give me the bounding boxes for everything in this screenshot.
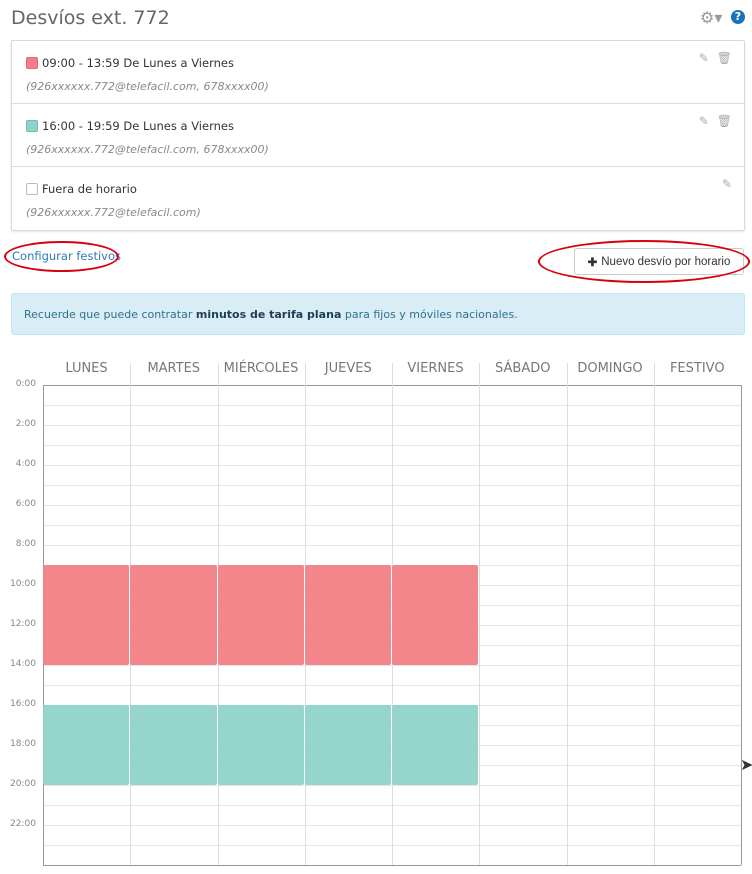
weekly-calendar: LUNES MARTES MIÉRCOLES JUEVES VIERNES SÁBADO D… — [0, 355, 752, 874]
day-header-0: LUNES — [65, 361, 108, 376]
schedule-block[interactable] — [217, 705, 304, 785]
day-divider — [653, 363, 655, 865]
hour-label: 6:00 — [15, 499, 36, 509]
schedule-block[interactable] — [43, 565, 130, 665]
schedule-block[interactable] — [217, 565, 304, 665]
color-swatch — [26, 57, 38, 69]
schedule-block[interactable] — [304, 565, 391, 665]
alert-bold[interactable]: minutos de tarifa plana — [195, 308, 342, 321]
hour-label: 12:00 — [10, 619, 36, 629]
trash-icon[interactable]: 🗑 — [716, 114, 732, 128]
rule-item: 16:00 - 19:59 De Lunes a Viernes (926xxx… — [12, 104, 744, 167]
rule-label: 09:00 - 13:59 De Lunes a Viernes — [42, 56, 234, 70]
trash-icon[interactable]: 🗑 — [716, 51, 732, 65]
page-title: Desvíos ext. 772 — [11, 7, 170, 29]
rule-item: Fuera de horario (926xxxxxx.772@telefaci… — [12, 167, 744, 230]
hour-label: 4:00 — [15, 459, 36, 469]
day-divider — [479, 363, 481, 865]
schedule-block[interactable] — [304, 705, 391, 785]
schedule-block[interactable] — [392, 705, 479, 785]
hour-label: 16:00 — [10, 699, 36, 709]
day-header-4: VIERNES — [407, 361, 464, 376]
day-header-2: MIÉRCOLES — [223, 361, 299, 376]
rule-label: Fuera de horario — [42, 182, 137, 196]
annotation-circle — [4, 241, 119, 272]
mouse-cursor-icon: ➤ — [740, 755, 752, 774]
day-header-5: SÁBADO — [495, 361, 551, 376]
hour-label: 20:00 — [10, 779, 36, 789]
hour-line — [43, 865, 741, 866]
alert-text: Recuerde que puede contratar — [24, 308, 196, 321]
rule-label: 16:00 - 19:59 De Lunes a Viernes — [42, 119, 234, 133]
schedule-block[interactable] — [130, 565, 217, 665]
hour-label: 18:00 — [10, 739, 36, 749]
day-divider — [741, 385, 742, 865]
day-header-3: JUEVES — [324, 361, 372, 376]
rule-destinations: (926xxxxxx.772@telefacil.com, 678xxxx00) — [26, 80, 269, 93]
rules-list: 09:00 - 13:59 De Lunes a Viernes (926xxx… — [11, 40, 745, 231]
schedule-block[interactable] — [43, 705, 130, 785]
info-alert: Recuerde que puede contratar minutos de … — [11, 293, 745, 335]
day-header-6: DOMINGO — [577, 361, 643, 376]
schedule-block[interactable] — [130, 705, 217, 785]
rule-destinations: (926xxxxxx.772@telefacil.com) — [26, 206, 201, 219]
annotation-circle — [538, 240, 750, 283]
hour-label: 10:00 — [10, 579, 36, 589]
day-divider — [566, 363, 568, 865]
rule-item: 09:00 - 13:59 De Lunes a Viernes (926xxx… — [12, 41, 744, 104]
help-icon[interactable]: ? — [731, 10, 745, 24]
color-swatch — [26, 183, 38, 195]
hour-label: 22:00 — [10, 819, 36, 829]
pencil-icon[interactable]: ✎ — [698, 114, 709, 128]
alert-text: para fijos y móviles nacionales. — [341, 308, 518, 321]
pencil-icon[interactable]: ✎ — [721, 177, 732, 191]
hour-label: 2:00 — [15, 419, 36, 429]
pencil-icon[interactable]: ✎ — [698, 51, 709, 65]
gear-icon[interactable]: ⚙▾ — [700, 8, 723, 27]
hour-label: 8:00 — [15, 539, 36, 549]
hour-label: 0:00 — [15, 379, 36, 389]
color-swatch — [26, 120, 38, 132]
rule-destinations: (926xxxxxx.772@telefacil.com, 678xxxx00) — [26, 143, 269, 156]
schedule-block[interactable] — [392, 565, 479, 665]
day-header-1: MARTES — [147, 361, 201, 376]
hour-label: 14:00 — [10, 659, 36, 669]
day-header-7: FESTIVO — [669, 361, 725, 376]
